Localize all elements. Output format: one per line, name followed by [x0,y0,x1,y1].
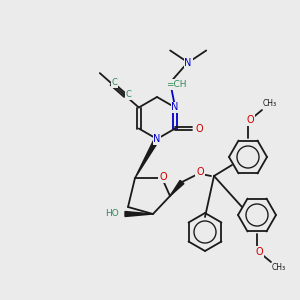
Polygon shape [125,212,153,217]
Text: N: N [153,134,161,144]
Text: N: N [172,103,179,112]
Text: O: O [246,115,254,125]
Text: O: O [196,167,204,177]
Text: CH₃: CH₃ [272,263,286,272]
Text: O: O [195,124,203,134]
Polygon shape [135,138,159,178]
Text: C: C [125,90,131,99]
Text: HO: HO [105,209,119,218]
Text: C: C [112,78,118,87]
Text: N: N [184,58,192,68]
Text: =CH: =CH [166,80,186,89]
Text: O: O [159,172,167,182]
Text: O: O [255,247,263,257]
Polygon shape [170,180,184,196]
Text: CH₃: CH₃ [263,100,277,109]
